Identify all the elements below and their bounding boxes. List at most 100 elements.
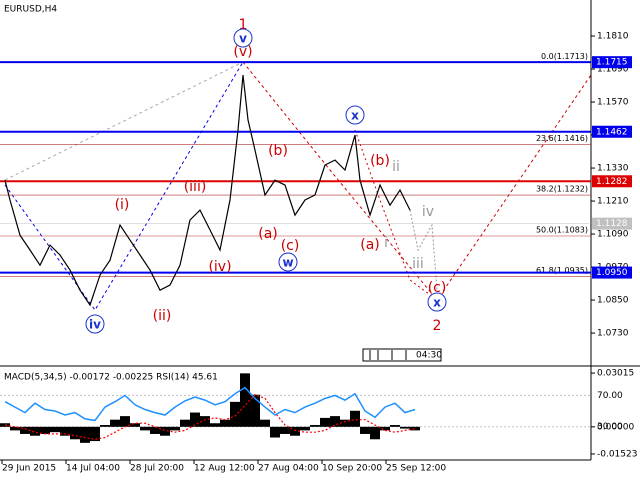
macd-bar: [290, 426, 300, 436]
macd-bar: [30, 426, 40, 436]
wave-label: w: [282, 256, 293, 270]
macd-bar: [60, 426, 70, 436]
wave-label: (b): [370, 153, 390, 169]
x-tick-label: 29 Jun 2015: [2, 464, 56, 474]
macd-bar: [120, 416, 130, 427]
level-label-box: [592, 56, 632, 69]
y-tick-label: 1.1210: [597, 197, 629, 207]
macd-bar: [40, 426, 50, 434]
wave-label: iv: [89, 318, 101, 332]
macd-bar: [400, 426, 410, 429]
wave-label: (a): [258, 226, 278, 242]
macd-bar: [10, 426, 20, 431]
wave-label: 1: [239, 17, 248, 33]
macd-bar: [130, 423, 140, 427]
macd-bar: [250, 394, 260, 427]
x-tick-label: 12 Aug 12:00: [194, 464, 255, 474]
timer-frame: [362, 348, 442, 362]
x-tick-label: 28 Jul 20:00: [130, 464, 184, 474]
macd-bar: [200, 416, 210, 427]
wave-label: i: [384, 235, 388, 251]
macd-bar: [150, 426, 160, 434]
wave-label: ii: [392, 159, 400, 175]
y-tick-label: 1.0730: [597, 329, 629, 339]
fib-label: 23.6(1.1416): [536, 134, 588, 143]
macd-bar: [300, 426, 310, 431]
level-label-box: [592, 175, 632, 188]
rsi-line: [4, 386, 416, 422]
macd-bar: [240, 373, 250, 427]
y-tick-label: 1.0850: [597, 296, 629, 306]
red-wave-line: [354, 129, 438, 301]
level-label: 1.0950: [596, 268, 628, 278]
y-tick-label: 1.1570: [597, 98, 629, 108]
y-tick-label: 1.1330: [597, 164, 629, 174]
level-label-box: [592, 266, 632, 279]
wave-label: 2: [433, 318, 442, 334]
macd-bar: [270, 426, 280, 438]
macd-bar: [320, 417, 330, 427]
macd-bar: [330, 416, 340, 427]
rsi-tick-label: 30.00: [597, 422, 623, 432]
macd-bar: [190, 412, 200, 427]
wave-label: x: [351, 109, 359, 123]
macd-tick-label: 0.03015: [597, 369, 634, 379]
wave-label: iii: [412, 256, 424, 272]
y-tick-label: 1.1690: [597, 65, 629, 75]
wave-label: (b): [268, 143, 288, 159]
wave-label: (v): [233, 44, 252, 60]
macd-bar: [50, 426, 60, 433]
current-price-box: [592, 217, 632, 230]
wave-label: x: [433, 296, 441, 310]
timer-text: 04:30: [416, 351, 442, 361]
current-price-label: 1.1128: [596, 219, 628, 229]
red-wave-line: [242, 61, 592, 301]
macd-bar: [310, 425, 320, 427]
x-tick-label: 25 Sep 12:00: [386, 464, 446, 474]
macd-bar: [390, 425, 400, 427]
wave-circle: [85, 314, 105, 334]
x-tick-label: 27 Aug 04:00: [258, 464, 319, 474]
price-line: [4, 75, 411, 307]
wave-label: iv: [422, 204, 434, 220]
macd-tick-label: 0.00000: [597, 422, 634, 432]
wave-label: v: [239, 32, 247, 46]
gray-wave-line: [4, 61, 244, 181]
macd-bar: [70, 426, 80, 440]
macd-bar: [90, 426, 100, 442]
y-tick-label: 1.1090: [597, 230, 629, 240]
wave-circle: [427, 292, 447, 312]
wave-circle: [345, 105, 365, 125]
macd-bar: [340, 419, 350, 427]
macd-bar: [370, 426, 380, 440]
macd-bar: [360, 426, 370, 434]
wave-label: (iii): [184, 179, 207, 195]
wave-label: (ii): [153, 308, 172, 324]
gray-wave-line: [409, 209, 438, 291]
macd-signal-line: [4, 394, 416, 440]
wave-label: (a): [360, 237, 380, 253]
macd-bar: [80, 426, 90, 443]
fib-label: 0.0(1.1713): [541, 52, 588, 61]
wave-circle: [278, 252, 298, 272]
level-label: 1.1462: [596, 127, 628, 137]
wave-label: (c): [281, 238, 300, 254]
level-label-box: [592, 125, 632, 138]
indicator-title: MACD(5,34,5) -0.00172 -0.00225 RSI(14) 4…: [4, 373, 218, 383]
macd-bar: [350, 410, 360, 427]
macd-bar: [280, 426, 290, 434]
macd-bar: [20, 426, 30, 434]
macd-bar: [110, 419, 120, 427]
macd-bar: [260, 419, 270, 427]
fib-label: 61.8(1.0935): [536, 266, 588, 275]
macd-bar: [230, 401, 240, 427]
wave-circle: [233, 28, 253, 48]
macd-bar: [100, 425, 110, 427]
chart-title: EURUSD,H4: [4, 5, 57, 15]
level-label: 1.1715: [596, 58, 628, 68]
macd-bar: [170, 426, 180, 431]
fib-label: 50.0(1.1083): [536, 225, 588, 234]
wave-lines: [4, 61, 592, 311]
wave-label: (i): [115, 197, 130, 213]
